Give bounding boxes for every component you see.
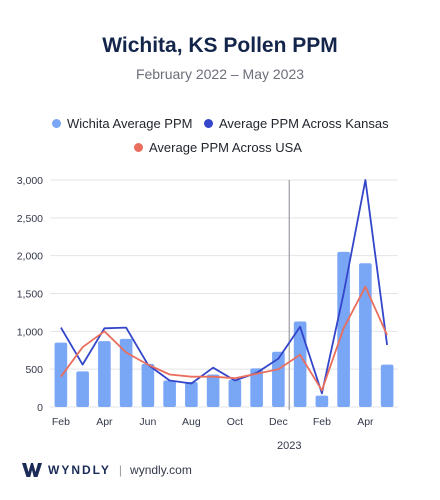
bar — [272, 351, 285, 407]
chart-title: Wichita, KS Pollen PPM — [102, 34, 338, 57]
legend-swatch-usa — [134, 143, 143, 152]
bar — [228, 379, 242, 407]
year-label: 2023 — [277, 440, 301, 452]
bar — [119, 338, 133, 407]
bar — [76, 371, 89, 407]
series-line — [60, 179, 388, 395]
footer: WYNDLY | wyndly.com — [22, 462, 192, 478]
brand-url[interactable]: wyndly.com — [130, 463, 192, 477]
legend-label-kansas: Average PPM Across Kansas — [219, 116, 389, 131]
chart-subtitle: February 2022 – May 2023 — [135, 66, 305, 82]
x-axis: Feb Apr Jun Aug Oct Dec Feb Apr 2023 — [52, 416, 374, 452]
series-line — [60, 285, 388, 392]
footer-separator: | — [118, 463, 123, 477]
y-tick-label: 2,500 — [17, 213, 43, 225]
x-tick-label: Feb — [313, 416, 331, 428]
x-tick-label: Apr — [96, 416, 113, 428]
bar — [315, 395, 329, 407]
legend-item-wichita: Wichita Average PPM — [52, 116, 192, 131]
y-tick-label: 0 — [37, 402, 43, 414]
legend-item-usa: Average PPM Across USA — [134, 140, 302, 155]
bar — [185, 382, 198, 407]
bar — [359, 263, 372, 407]
y-tick-label: 2,000 — [17, 251, 43, 263]
pollen-chart: 0 500 1,000 1,500 2,000 2,500 3,000 Feb Apr Jun A… — [17, 175, 398, 452]
y-tick-label: 500 — [25, 364, 43, 376]
bars-wichita — [54, 251, 394, 407]
bar — [206, 374, 220, 407]
x-tick-label: Aug — [182, 416, 201, 428]
x-tick-label: Jun — [139, 416, 156, 428]
bar — [163, 380, 176, 407]
y-tick-label: 3,000 — [17, 175, 43, 187]
bar — [141, 363, 155, 407]
bar — [293, 321, 307, 407]
legend-label-usa: Average PPM Across USA — [149, 140, 302, 155]
series-lines — [60, 179, 388, 395]
bar — [98, 341, 111, 407]
wyndly-logo-icon — [22, 463, 42, 477]
y-axis: 0 500 1,000 1,500 2,000 2,500 3,000 — [17, 175, 43, 414]
legend-item-kansas: Average PPM Across Kansas — [204, 116, 389, 131]
x-tick-label: Apr — [357, 416, 374, 428]
x-tick-label: Oct — [227, 416, 243, 428]
y-tick-label: 1,500 — [17, 289, 43, 301]
y-tick-label: 1,000 — [17, 326, 43, 338]
bar — [54, 342, 68, 407]
x-tick-label: Feb — [52, 416, 70, 428]
bar — [250, 368, 263, 407]
legend-swatch-kansas — [204, 119, 213, 128]
brand-name: WYNDLY — [48, 463, 111, 477]
legend-label-wichita: Wichita Average PPM — [67, 116, 193, 131]
x-tick-label: Dec — [269, 416, 288, 428]
legend-swatch-wichita — [52, 119, 61, 128]
bar — [380, 364, 394, 407]
